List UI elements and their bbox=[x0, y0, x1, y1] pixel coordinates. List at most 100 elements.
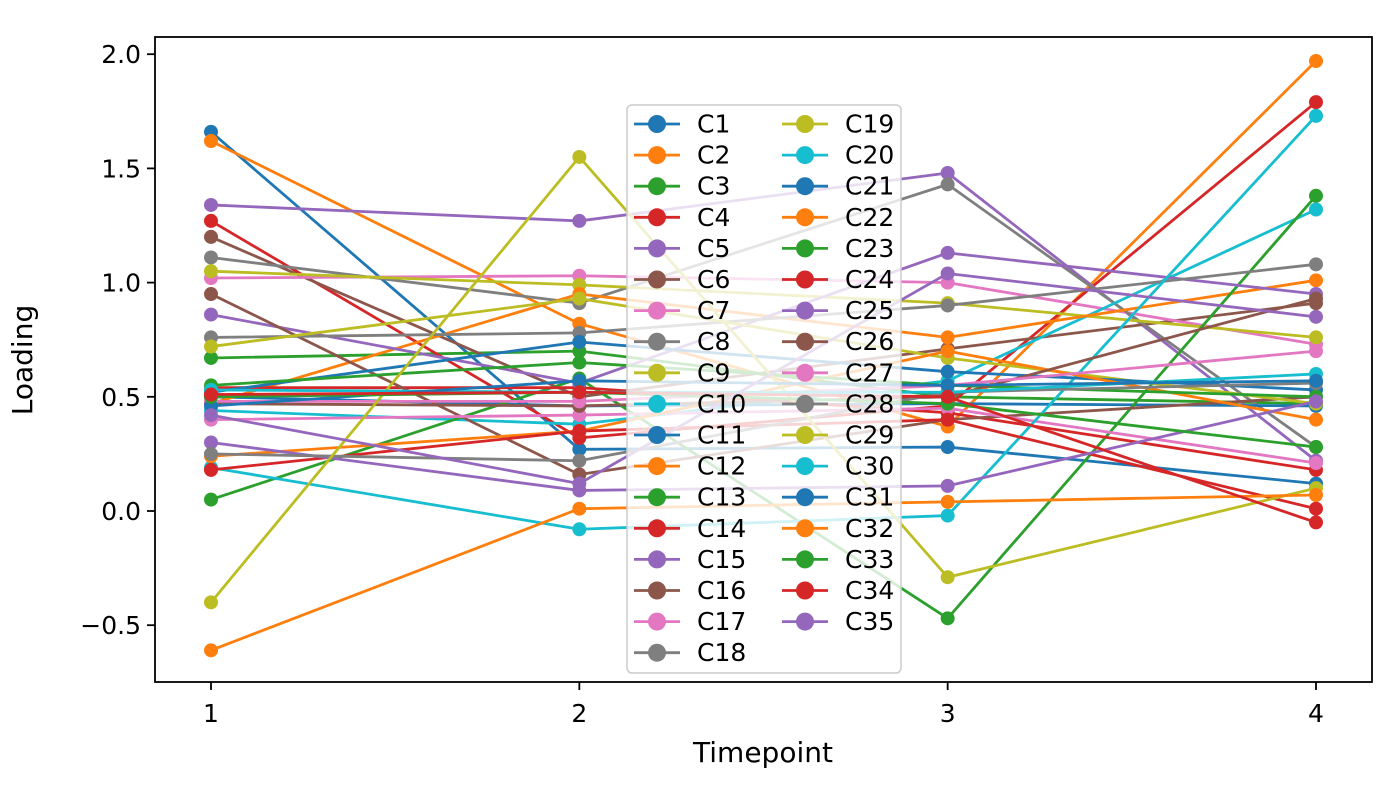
legend-entry-C21: C21 bbox=[782, 172, 894, 201]
data-point bbox=[572, 501, 587, 516]
legend-entry-label: C31 bbox=[845, 483, 894, 512]
legend-entry-label: C14 bbox=[697, 514, 746, 543]
data-point bbox=[940, 508, 955, 523]
legend-entry-label: C8 bbox=[697, 327, 730, 356]
data-point bbox=[940, 177, 955, 192]
data-point bbox=[204, 264, 218, 279]
legend-marker-dot bbox=[796, 363, 814, 382]
data-point bbox=[940, 344, 955, 359]
legend-marker-dot bbox=[648, 643, 666, 662]
data-point bbox=[940, 412, 955, 427]
legend-marker-dot bbox=[796, 115, 814, 133]
data-point bbox=[1308, 108, 1323, 123]
data-point bbox=[572, 291, 587, 306]
legend-marker-dot bbox=[796, 301, 814, 320]
legend-marker-dot bbox=[648, 426, 666, 444]
legend-marker-dot bbox=[796, 612, 814, 631]
legend-marker-dot bbox=[796, 581, 814, 600]
data-point bbox=[1308, 501, 1323, 516]
data-point bbox=[940, 478, 955, 493]
legend-entry-label: C20 bbox=[845, 141, 894, 170]
legend-entry-label: C4 bbox=[697, 203, 730, 232]
legend-marker-dot bbox=[648, 115, 666, 133]
legend-entry-label: C7 bbox=[697, 296, 730, 325]
legend-entry-label: C5 bbox=[697, 234, 730, 263]
legend-entry-label: C27 bbox=[845, 358, 894, 387]
legend-marker-dot bbox=[648, 519, 666, 538]
legend-marker-dot bbox=[648, 270, 666, 289]
legend-entry-C14: C14 bbox=[634, 514, 746, 543]
data-point bbox=[204, 197, 218, 212]
data-point bbox=[572, 424, 587, 439]
legend-marker-dot bbox=[648, 146, 666, 165]
x-tick-label: 4 bbox=[1308, 699, 1324, 728]
data-point bbox=[204, 250, 218, 265]
legend-entry-label: C18 bbox=[697, 638, 746, 667]
legend: C1C2C3C4C5C6C7C8C9C10C11C12C13C14C15C16C… bbox=[626, 104, 902, 674]
data-point bbox=[1308, 456, 1323, 471]
legend-marker-dot bbox=[796, 239, 814, 258]
data-point bbox=[204, 387, 218, 402]
legend-entry-C24: C24 bbox=[782, 265, 894, 294]
legend-marker-dot bbox=[796, 394, 814, 413]
legend-entry-C18: C18 bbox=[634, 638, 746, 667]
legend-entry-label: C10 bbox=[697, 389, 746, 418]
legend-marker-dot bbox=[648, 301, 666, 320]
legend-entry-label: C35 bbox=[845, 607, 894, 636]
legend-marker-dot bbox=[648, 208, 666, 227]
legend-marker-dot bbox=[796, 457, 814, 476]
legend-marker-dot bbox=[796, 177, 814, 196]
data-point bbox=[940, 364, 955, 379]
legend-entry-C34: C34 bbox=[782, 576, 894, 605]
legend-marker-dot bbox=[648, 363, 666, 382]
data-point bbox=[1308, 188, 1323, 203]
data-point bbox=[204, 350, 218, 365]
legend-marker-dot bbox=[648, 488, 666, 507]
legend-entry-C10: C10 bbox=[634, 389, 746, 418]
legend-entry-C6: C6 bbox=[634, 265, 730, 294]
data-point bbox=[572, 476, 587, 491]
legend-entry-label: C21 bbox=[845, 172, 894, 201]
legend-entry-label: C2 bbox=[697, 141, 730, 170]
y-tick-label: 1.0 bbox=[101, 269, 141, 298]
legend-entry-label: C19 bbox=[845, 110, 894, 139]
data-point bbox=[204, 133, 218, 148]
legend-entry-label: C34 bbox=[845, 576, 894, 605]
legend-entry-label: C16 bbox=[697, 576, 746, 605]
data-point bbox=[1308, 273, 1323, 288]
data-point bbox=[940, 494, 955, 509]
legend-marker-dot bbox=[648, 550, 666, 569]
legend-marker-dot bbox=[796, 488, 814, 507]
legend-entry-label: C28 bbox=[845, 389, 894, 418]
data-point bbox=[204, 287, 218, 302]
legend-marker-dot bbox=[648, 457, 666, 476]
data-point bbox=[204, 229, 218, 244]
legend-entry-C11: C11 bbox=[634, 421, 746, 450]
legend-entry-label: C3 bbox=[697, 172, 730, 201]
legend-entry-C2: C2 bbox=[634, 141, 730, 170]
legend-marker-dot bbox=[796, 270, 814, 289]
legend-entry-C15: C15 bbox=[634, 545, 746, 574]
legend-entry-label: C22 bbox=[845, 203, 894, 232]
data-point bbox=[204, 643, 218, 658]
legend-entry-C1: C1 bbox=[634, 110, 730, 139]
data-point bbox=[940, 165, 955, 180]
legend-marker-dot bbox=[796, 519, 814, 538]
legend-entry-C12: C12 bbox=[634, 452, 746, 481]
legend-entry-label: C11 bbox=[697, 421, 746, 450]
x-tick-label: 3 bbox=[940, 699, 956, 728]
x-axis-label: Timepoint bbox=[692, 736, 833, 769]
data-point bbox=[572, 442, 587, 457]
data-point bbox=[1308, 330, 1323, 345]
legend-entry-label: C9 bbox=[697, 358, 730, 387]
y-tick-label: 2.0 bbox=[101, 40, 141, 69]
legend-entry-label: C33 bbox=[845, 545, 894, 574]
data-point bbox=[1308, 440, 1323, 455]
legend-entry-C22: C22 bbox=[782, 203, 894, 232]
legend-entry-C4: C4 bbox=[634, 203, 730, 232]
legend-entry-label: C30 bbox=[845, 452, 894, 481]
legend-entry-label: C29 bbox=[845, 421, 894, 450]
legend-entry-label: C25 bbox=[845, 296, 894, 325]
data-point bbox=[204, 462, 218, 477]
